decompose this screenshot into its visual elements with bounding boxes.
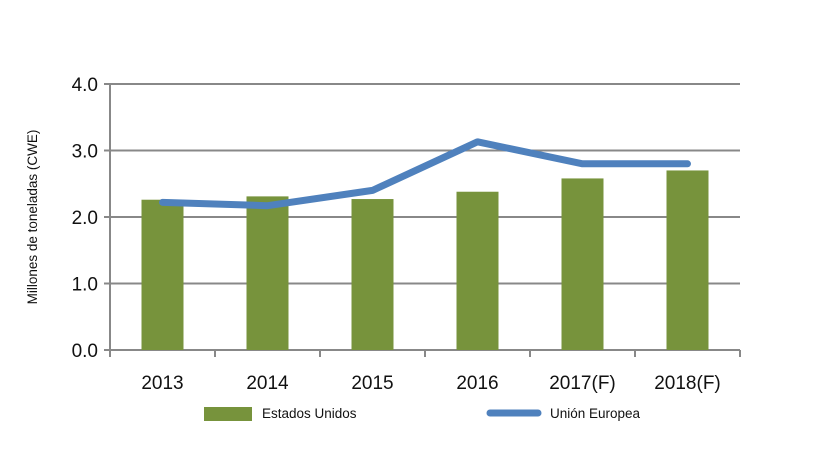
bar-2016: [456, 191, 499, 350]
legend-label-line: Unión Europea: [550, 406, 641, 421]
x-tick-label: 2013: [141, 373, 183, 394]
legend-swatch-bar: [204, 407, 252, 421]
y-tick-label: 1.0: [72, 275, 98, 296]
bar-series: [141, 170, 709, 350]
legend: Estados Unidos Unión Europea: [204, 406, 641, 421]
line-path: [159, 138, 691, 210]
gridlines: [104, 83, 741, 357]
bar-2014: [246, 196, 289, 350]
y-tick-label: 4.0: [72, 75, 98, 96]
y-tick-label: 2.0: [72, 208, 98, 229]
y-tick-labels: 0.0 1.0 2.0 3.0 4.0: [72, 75, 98, 362]
line-series: [159, 138, 691, 210]
bar-2013: [141, 199, 184, 350]
x-tick-label: 2015: [351, 373, 393, 394]
bar-2018(F): [666, 170, 709, 350]
x-tick-label: 2018(F): [654, 373, 721, 394]
y-tick-label: 3.0: [72, 142, 98, 163]
legend-label-bar: Estados Unidos: [262, 406, 357, 421]
x-tick-labels: 2013 2014 2015 2016 2017(F) 2018(F): [141, 373, 720, 394]
bar-2015: [351, 199, 394, 350]
x-tick-label: 2014: [246, 373, 289, 394]
y-axis-label: Millones de toneladas (CWE): [25, 130, 40, 305]
bar-2017(F): [561, 178, 604, 350]
y-tick-label: 0.0: [72, 341, 98, 362]
x-tick-label: 2017(F): [549, 373, 616, 394]
x-tick-label: 2016: [456, 373, 498, 394]
